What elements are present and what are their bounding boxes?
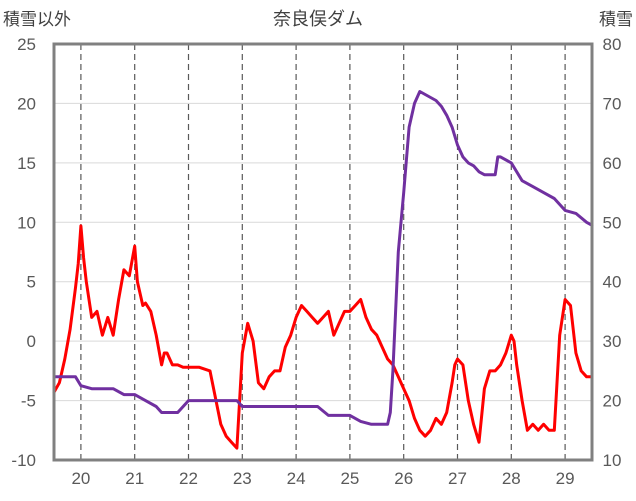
left-axis-label: 積雪以外 (3, 10, 71, 29)
y-right-tick-label: 30 (603, 332, 622, 351)
x-tick-label: 20 (71, 469, 90, 488)
y-left-tick-label: 0 (27, 332, 36, 351)
y-left-tick-label: 10 (17, 213, 36, 232)
y-right-tick-label: 40 (603, 273, 622, 292)
right-axis-label: 積雪 (599, 10, 633, 29)
x-tick-label: 26 (394, 469, 413, 488)
y-right-tick-label: 10 (603, 451, 622, 470)
y-right-tick-label: 60 (603, 154, 622, 173)
y-left-tick-label: 15 (17, 154, 36, 173)
series-line-left-axis (52, 224, 594, 450)
x-tick-label: 27 (448, 469, 467, 488)
x-tick-label: 29 (556, 469, 575, 488)
y-left-tick-label: 5 (27, 273, 36, 292)
x-tick-label: 24 (287, 469, 306, 488)
x-tick-label: 23 (233, 469, 252, 488)
x-tick-label: 28 (502, 469, 521, 488)
y-right-tick-label: 50 (603, 213, 622, 232)
y-right-tick-label: 70 (603, 94, 622, 113)
y-left-tick-label: 25 (17, 35, 36, 54)
chart-title: 奈良俣ダム (273, 9, 363, 29)
y-left-tick-label: 20 (17, 94, 36, 113)
y-right-tick-label: 20 (603, 392, 622, 411)
y-left-tick-label: -5 (21, 392, 36, 411)
x-tick-label: 25 (340, 469, 359, 488)
series-line-right-axis (52, 90, 594, 426)
x-tick-label: 21 (125, 469, 144, 488)
y-left-tick-label: -10 (11, 451, 36, 470)
ticks-layer: -10 -5 0 5 10 15 20 25 10 20 30 40 50 60 70 80 20 21 22 23 2… (11, 35, 621, 488)
series-layer (52, 90, 594, 450)
x-tick-label: 22 (179, 469, 198, 488)
plot-frame (52, 42, 594, 462)
y-right-tick-label: 80 (603, 35, 622, 54)
